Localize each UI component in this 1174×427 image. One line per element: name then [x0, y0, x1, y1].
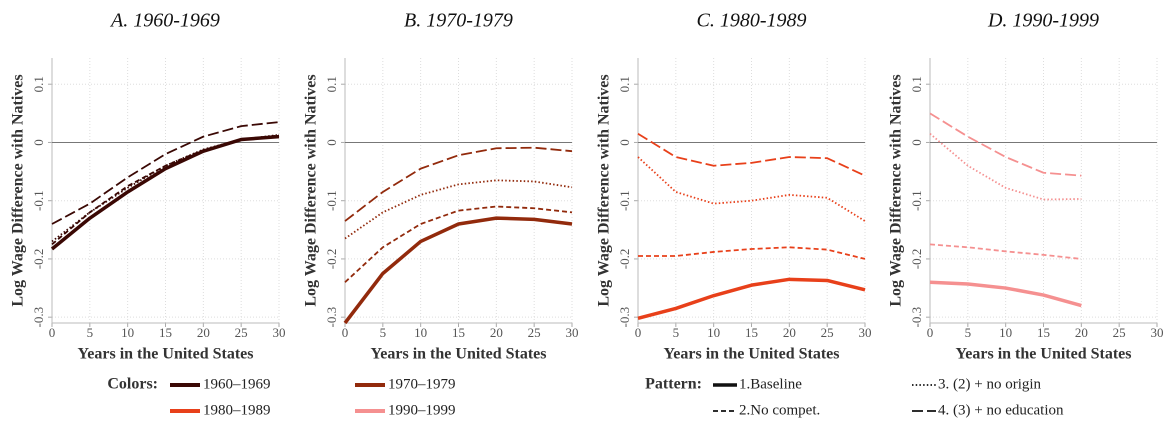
- y-tick-label: -0.1: [617, 190, 632, 211]
- y-tick-label: -0.3: [909, 307, 924, 328]
- x-tick-label: 25: [1113, 325, 1126, 340]
- panel-title: D. 1990-1999: [987, 10, 1099, 32]
- legend-label: 1990–1999: [388, 402, 456, 418]
- y-tick-label: -0.1: [909, 190, 924, 211]
- x-tick-label: 30: [1151, 325, 1164, 340]
- y-tick-label: 0: [909, 139, 924, 146]
- series-line: [343, 216, 573, 325]
- y-tick-label: 0: [31, 139, 46, 146]
- series-line: [51, 133, 280, 243]
- x-tick-label: 10: [121, 325, 134, 340]
- y-tick-label: -0.2: [324, 249, 339, 270]
- x-tick-label: 20: [1075, 325, 1088, 340]
- series-line: [929, 112, 1082, 177]
- y-axis-label: Log Wage Difference with Natives: [888, 74, 905, 306]
- panel-title: C. 1980-1989: [697, 10, 807, 32]
- y-tick-label: 0.1: [617, 76, 632, 92]
- legend-label: 1.Baseline: [739, 376, 802, 392]
- y-tick-label: 0.1: [31, 76, 46, 92]
- series-line: [929, 280, 1082, 308]
- series-line: [929, 133, 1082, 201]
- legend-title: Pattern:: [645, 376, 702, 393]
- series-line: [637, 277, 866, 321]
- y-tick-label: 0: [617, 139, 632, 146]
- y-tick-label: -0.1: [324, 190, 339, 211]
- y-tick-label: -0.2: [617, 249, 632, 270]
- panel-title: B. 1970-1979: [404, 10, 513, 32]
- y-axis-label: Log Wage Difference with Natives: [596, 74, 613, 306]
- panel-title: A. 1960-1969: [109, 10, 220, 32]
- y-tick-label: -0.2: [909, 249, 924, 270]
- x-axis-label: Years in the United States: [78, 346, 254, 363]
- legend-label: 1960–1969: [203, 376, 271, 392]
- x-axis-label: Years in the United States: [956, 346, 1132, 363]
- x-tick-label: 15: [452, 325, 465, 340]
- x-axis-label: Years in the United States: [371, 346, 547, 363]
- series-line: [637, 132, 866, 177]
- legend-label: 4. (3) + no education: [938, 402, 1064, 418]
- x-tick-label: 15: [1037, 325, 1050, 340]
- series-line: [638, 246, 866, 260]
- x-tick-label: 30: [566, 325, 579, 340]
- x-tick-label: 20: [783, 325, 796, 340]
- x-tick-label: 10: [414, 325, 427, 340]
- x-tick-label: 5: [87, 325, 94, 340]
- x-tick-label: 10: [707, 325, 720, 340]
- x-tick-label: 5: [380, 325, 387, 340]
- x-tick-label: 30: [273, 325, 286, 340]
- y-tick-label: 0.1: [324, 76, 339, 92]
- x-tick-label: 15: [159, 325, 172, 340]
- x-tick-label: 30: [859, 325, 872, 340]
- x-tick-label: 25: [528, 325, 541, 340]
- y-tick-label: 0.1: [909, 76, 924, 92]
- x-tick-label: 5: [673, 325, 680, 340]
- legend-title: Colors:: [107, 376, 158, 393]
- x-tick-label: 0: [635, 325, 642, 340]
- y-tick-label: -0.3: [324, 307, 339, 328]
- y-tick-label: 0: [324, 139, 339, 146]
- series-line: [929, 243, 1082, 260]
- x-tick-label: 0: [927, 325, 934, 340]
- x-tick-label: 25: [235, 325, 248, 340]
- y-axis-label: Log Wage Difference with Natives: [10, 74, 27, 306]
- x-tick-label: 10: [999, 325, 1012, 340]
- legend-label: 1970–1979: [388, 376, 456, 392]
- series-line: [344, 205, 573, 283]
- y-tick-label: -0.2: [31, 249, 46, 270]
- y-tick-label: -0.1: [31, 190, 46, 211]
- x-tick-label: 20: [197, 325, 210, 340]
- legend-label: 3. (2) + no origin: [938, 376, 1042, 392]
- x-tick-label: 15: [745, 325, 758, 340]
- x-tick-label: 5: [965, 325, 972, 340]
- legend-label: 2.No compet.: [739, 402, 820, 418]
- y-tick-label: -0.3: [31, 307, 46, 328]
- x-tick-label: 25: [821, 325, 834, 340]
- legend-label: 1980–1989: [203, 402, 271, 418]
- series-line: [51, 121, 280, 225]
- x-axis-label: Years in the United States: [664, 346, 840, 363]
- series-line: [344, 179, 573, 240]
- x-tick-label: 20: [490, 325, 503, 340]
- series-line: [344, 146, 573, 222]
- y-tick-label: -0.3: [617, 307, 632, 328]
- series-line: [51, 134, 280, 246]
- x-tick-label: 0: [49, 325, 56, 340]
- y-axis-label: Log Wage Difference with Natives: [303, 74, 320, 306]
- x-tick-label: 0: [342, 325, 349, 340]
